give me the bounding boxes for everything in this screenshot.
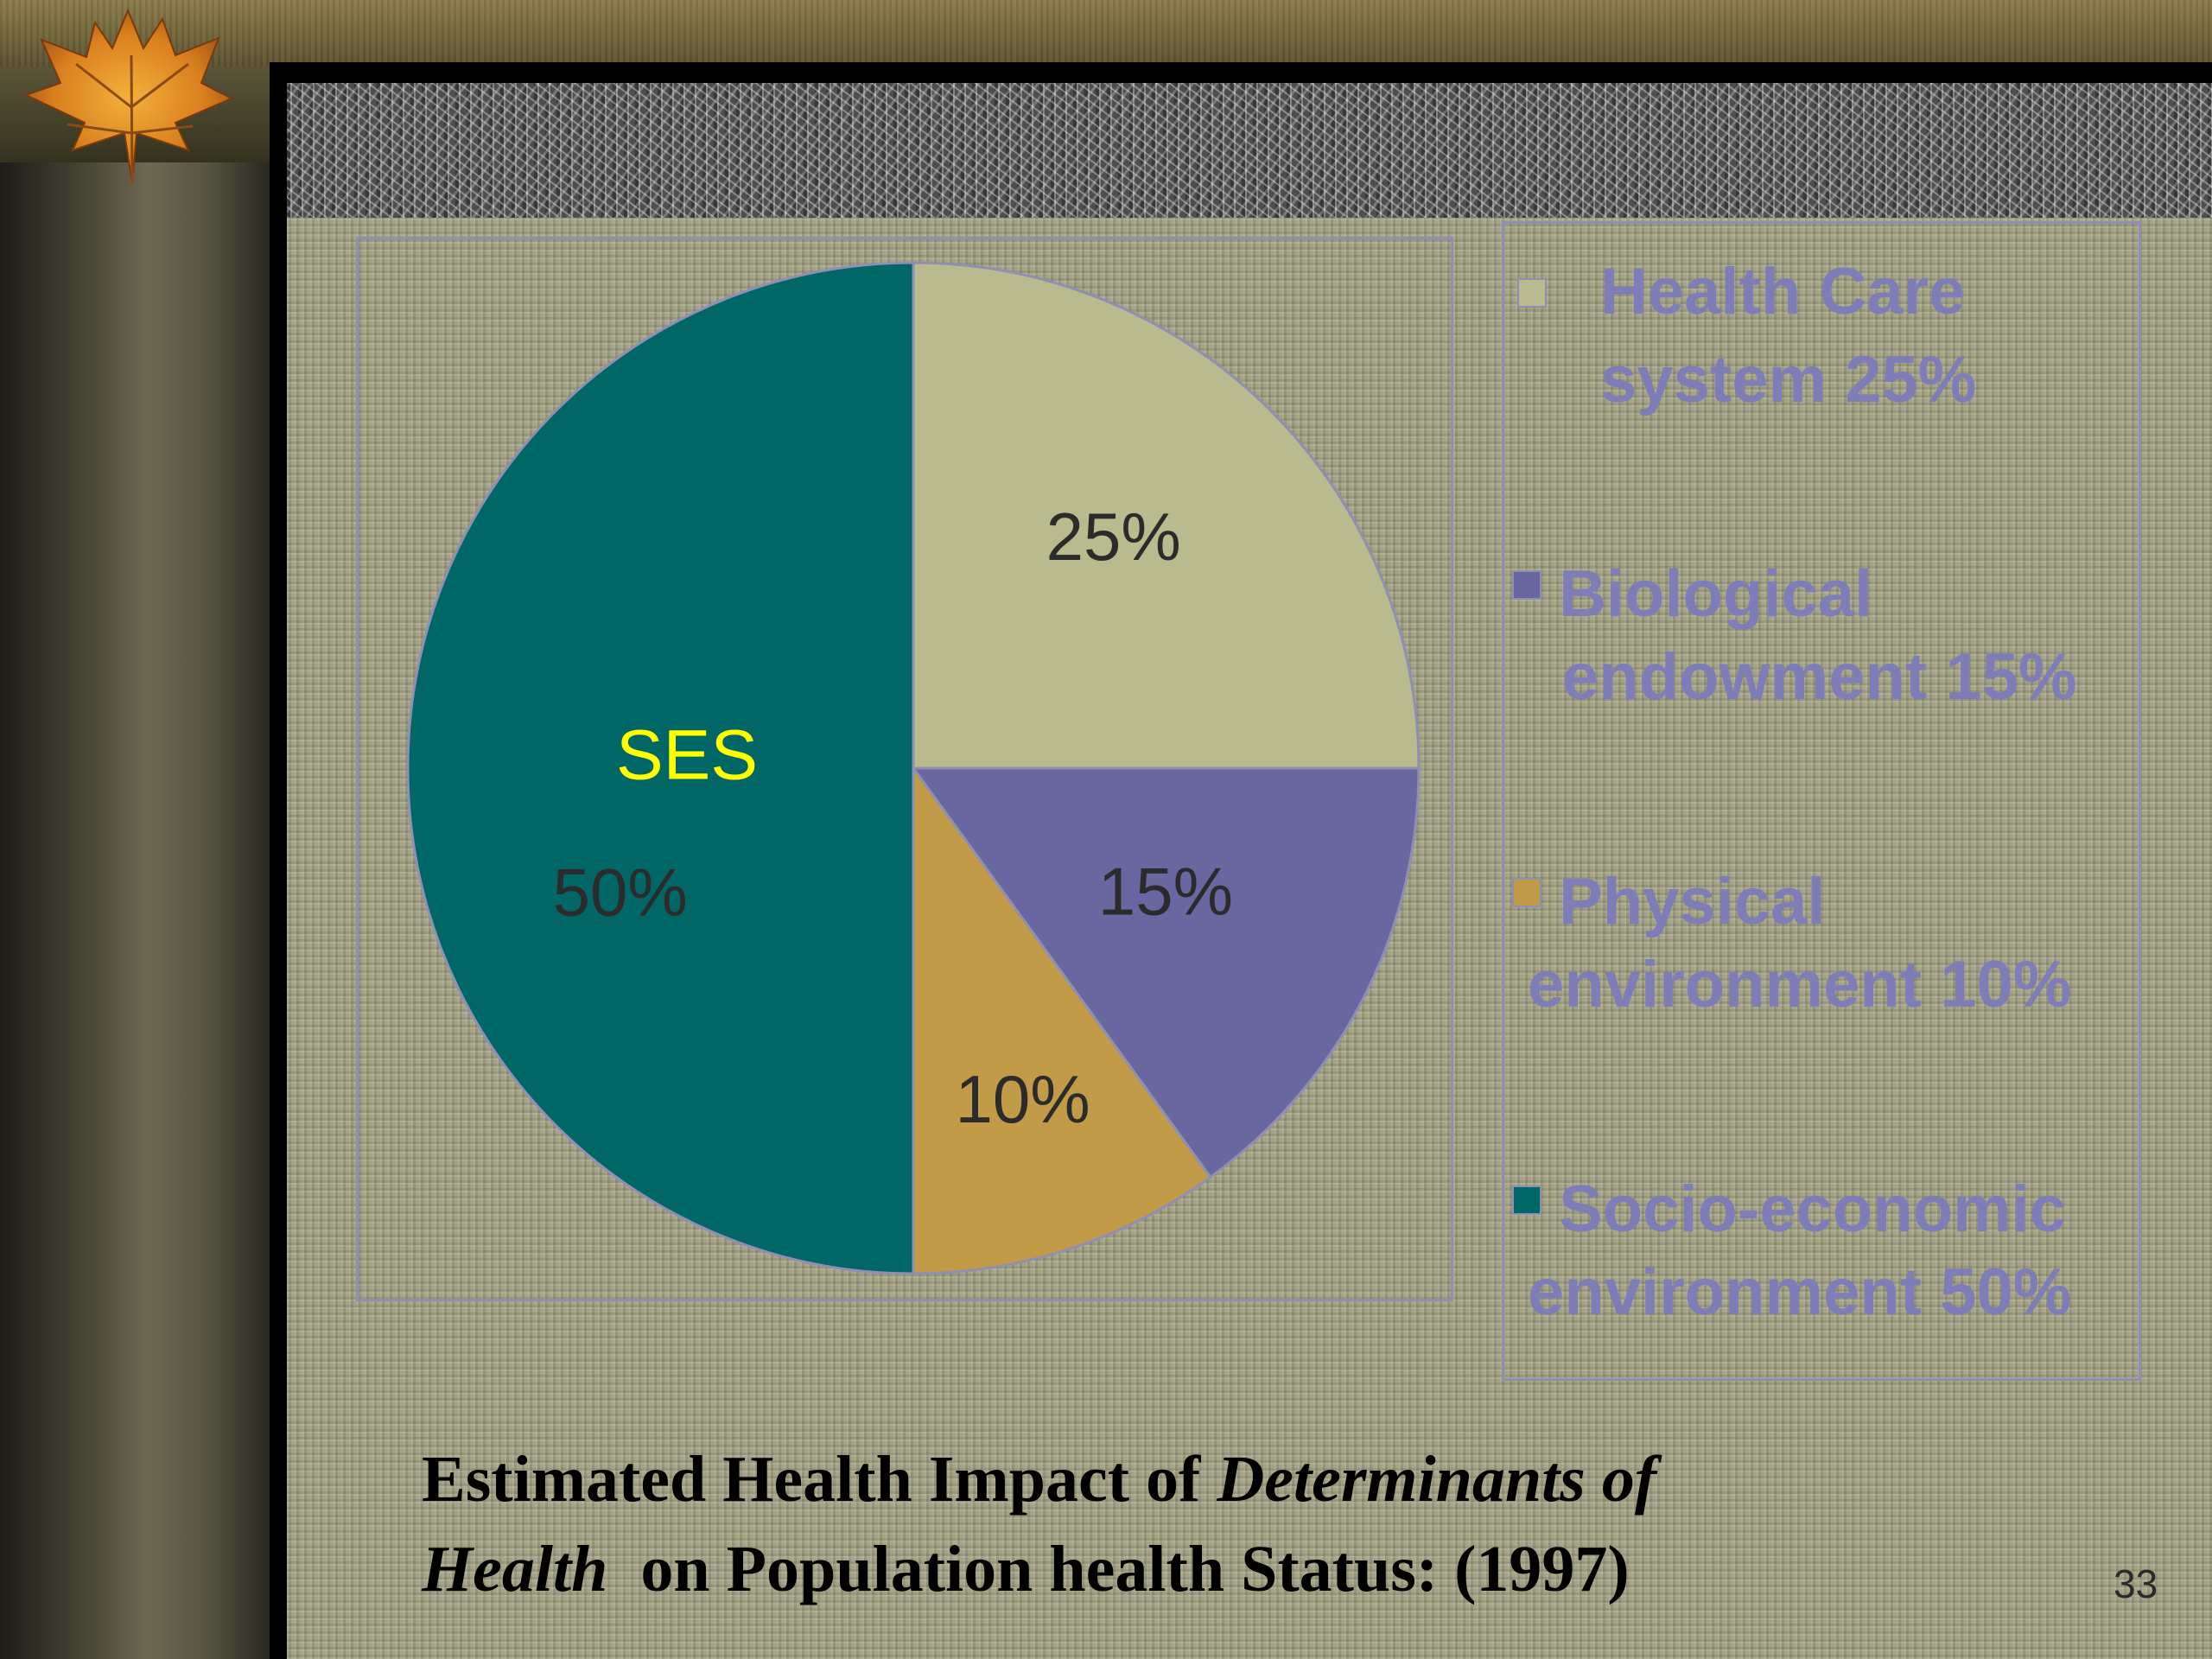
legend-item-health-care: Health Care system 25% [1600, 251, 1976, 422]
data-label-health-care: 25% [1046, 499, 1181, 575]
marble-header-band [287, 83, 2212, 218]
data-label-socio-economic: 50% [553, 855, 688, 931]
pie-slice-biological [911, 766, 1421, 1179]
caption-italic: Health [422, 1533, 608, 1605]
legend-swatch-socio-economic [1512, 1185, 1541, 1215]
pie-slice-socio-economic [406, 261, 915, 1275]
pie-slice-physical [912, 764, 1212, 1275]
chart-plot-border [356, 237, 1453, 1301]
caption-line-1: Estimated Health Impact of Determinants … [422, 1434, 1891, 1524]
legend-item-biological: Biological endowment 15% [1559, 553, 2076, 719]
data-label-biological: 15% [1098, 853, 1233, 929]
legend-label-line: endowment 15% [1562, 640, 2077, 714]
slide-number: 33 [2113, 1561, 2158, 1606]
legend-label-line: Health Care [1600, 255, 1966, 328]
legend-label-line: environment 10% [1528, 948, 2072, 1021]
legend-swatch-physical [1512, 878, 1541, 907]
maple-leaf-icon [23, 8, 234, 184]
legend-label-line: Physical [1559, 865, 1826, 938]
caption-line-2: Health on Population health Status: (199… [422, 1524, 1891, 1614]
legend-label-line: Biological [1559, 557, 1873, 631]
legend-item-socio-economic: Socio-economic environment 50% [1528, 1168, 2071, 1334]
legend-swatch-health-care [1517, 278, 1547, 308]
legend-swatch-biological [1512, 570, 1541, 600]
caption-text: on Population health Status: (1997) [607, 1533, 1630, 1605]
legend-label-line: Socio-economic [1559, 1173, 2066, 1246]
legend-label-line: environment 50% [1528, 1255, 2072, 1329]
legend-label-line: system 25% [1600, 343, 1977, 416]
left-decor-column [0, 67, 270, 1659]
pie-slice-health-care [912, 261, 1421, 770]
legend-item-physical: Physical environment 10% [1528, 861, 2071, 1027]
data-label-physical: 10% [955, 1061, 1090, 1137]
ses-annotation: SES [616, 716, 758, 795]
caption-text: Estimated Health Impact of [422, 1443, 1217, 1516]
caption-italic: Determinants of [1217, 1443, 1657, 1516]
slide-caption: Estimated Health Impact of Determinants … [422, 1434, 1891, 1614]
top-bar [0, 0, 2212, 67]
legend-border [1502, 221, 2141, 1381]
